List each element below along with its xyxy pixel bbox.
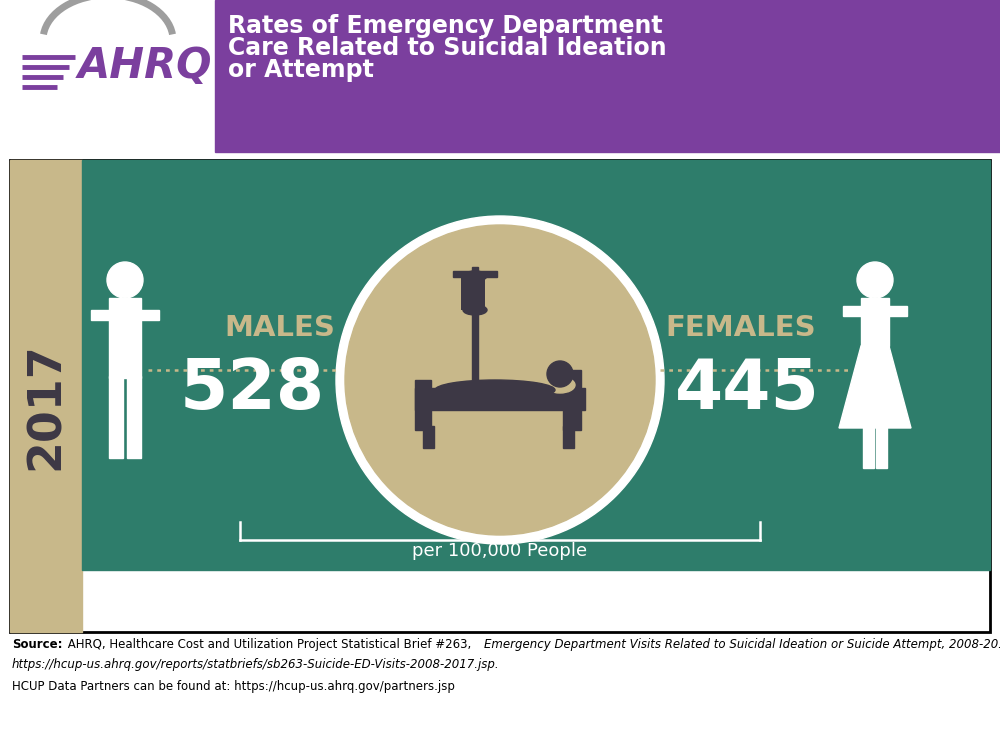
Bar [861,298,889,346]
Bar [10,160,82,632]
Text: FEMALES: FEMALES [665,314,816,342]
Bar [472,270,478,390]
Text: Rates of Emergency Department: Rates of Emergency Department [228,14,663,38]
Ellipse shape [463,305,487,315]
Ellipse shape [336,216,664,544]
Ellipse shape [463,271,487,281]
Polygon shape [839,346,911,428]
Bar [889,306,907,316]
Text: HCUP Data Partners can be found at: https://hcup-us.ahrq.gov/partners.jsp: HCUP Data Partners can be found at: http… [12,680,455,693]
Ellipse shape [107,262,143,298]
Bar [461,276,485,310]
Text: 2017: 2017 [23,342,68,470]
Text: MALES: MALES [224,314,335,342]
Bar [141,310,159,320]
Ellipse shape [547,361,573,387]
Bar [0,0,215,152]
Bar [10,160,990,632]
Bar [863,426,874,468]
Bar [472,267,478,272]
Ellipse shape [545,377,575,393]
Ellipse shape [345,225,655,535]
Text: per 100,000 People: per 100,000 People [412,542,588,560]
Text: Emergency Department Visits Related to Suicidal Ideation or Suicide Attempt, 200: Emergency Department Visits Related to S… [484,638,1000,651]
Ellipse shape [435,380,555,400]
Bar [91,310,109,320]
Bar [127,376,141,458]
Text: 528: 528 [180,356,325,424]
Text: 445: 445 [675,356,820,424]
Bar [215,0,1000,152]
Bar [563,370,581,430]
Text: AHRQ: AHRQ [78,45,212,87]
Bar [109,298,141,378]
Text: AHRQ, Healthcare Cost and Utilization Project Statistical Brief #263,: AHRQ, Healthcare Cost and Utilization Pr… [64,638,475,651]
Bar [876,426,887,468]
Bar [423,426,434,448]
Bar [109,376,123,458]
Bar [82,160,990,570]
Ellipse shape [857,262,893,298]
Bar [563,426,574,448]
Text: https://hcup-us.ahrq.gov/reports/statbriefs/sb263-Suicide-ED-Visits-2008-2017.js: https://hcup-us.ahrq.gov/reports/statbri… [12,658,500,671]
Text: or Attempt: or Attempt [228,58,374,82]
Bar [415,388,585,410]
Bar [415,380,431,430]
Bar [843,306,861,316]
Text: Care Related to Suicidal Ideation: Care Related to Suicidal Ideation [228,36,667,60]
Text: Source:: Source: [12,638,62,651]
Bar [453,271,497,277]
